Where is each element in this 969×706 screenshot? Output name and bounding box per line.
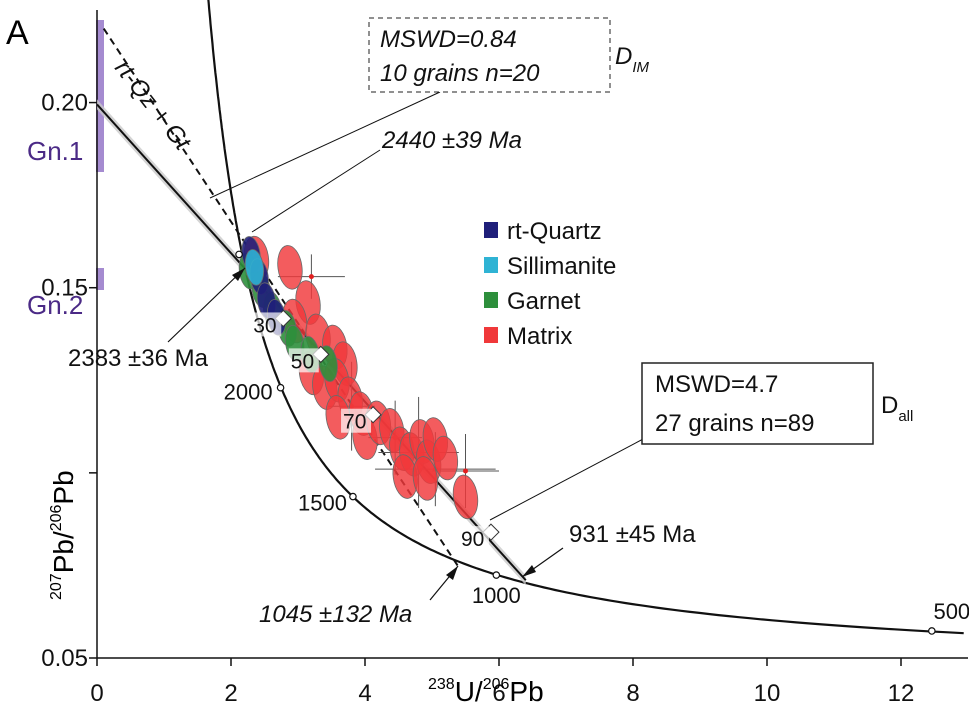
error-bar-center <box>308 274 314 280</box>
data-ellipse-matrix <box>452 474 479 520</box>
y-title-sup2: 206 <box>48 504 65 531</box>
y-axis-title: 207Pb/206Pb <box>48 470 79 600</box>
legend: rt-Quartz Sillimanite Garnet Matrix <box>484 218 616 350</box>
leader-upper-dashed <box>251 149 381 233</box>
legend-label: Sillimanite <box>507 253 616 280</box>
legend-label: Matrix <box>507 323 572 350</box>
x-tick-label: 10 <box>754 680 781 706</box>
arrow-head <box>232 268 245 281</box>
legend-label: Garnet <box>507 288 581 315</box>
x-tick-label: 0 <box>90 680 103 706</box>
legend-swatch <box>484 222 498 238</box>
x-axis-title: 238U/206Pb <box>428 676 544 706</box>
intercept-upper-dashed-label: 2440 ±39 Ma <box>381 127 522 154</box>
y-title-sup1: 207 <box>48 573 65 600</box>
d-all-tag: Dall <box>881 392 913 425</box>
upper-intercept-marker <box>235 250 243 259</box>
legend-swatch <box>484 292 498 308</box>
x-title-sup2: 206 <box>483 676 510 693</box>
legend-swatch <box>484 327 498 343</box>
mixing-label: 50 <box>291 350 314 373</box>
concordia-age-marker <box>276 383 285 392</box>
x-title-main1: U/ <box>455 676 483 706</box>
mswd-all-line1: MSWD=4.7 <box>655 371 778 398</box>
concordia-age-marker <box>928 627 936 635</box>
legend-swatch <box>484 257 498 273</box>
d-all-letter: D <box>881 392 898 419</box>
panel-label: A <box>6 14 29 52</box>
y-tick-label: 0.05 <box>41 645 88 672</box>
gn2-label: Gn.2 <box>27 290 83 320</box>
mixing-label-bg <box>288 348 319 373</box>
concordia-age-label: 500 <box>933 599 969 624</box>
x-tick-label: 6 <box>492 680 505 706</box>
d-im-tag: DIM <box>615 43 650 76</box>
data-ellipse-matrix <box>277 245 303 290</box>
y-title-main2: Pb <box>48 470 79 504</box>
concordia-age-marker <box>349 492 357 501</box>
mswd-im-line2: 10 grains n=20 <box>380 60 540 87</box>
leader-mswd-all <box>489 437 646 521</box>
intercept-lower-solid-label: 931 ±45 Ma <box>569 521 696 548</box>
arrow-upper-solid <box>167 267 246 343</box>
concordia-age-label: 1500 <box>298 491 347 516</box>
mswd-all-line2: 27 grains n=89 <box>655 410 814 437</box>
leader-mswd-im <box>209 91 441 199</box>
data-ellipse-matrix <box>432 435 459 481</box>
concordia-age-label: 1000 <box>472 583 521 608</box>
x-tick-label: 2 <box>224 680 237 706</box>
intercept-lower-dashed-label: 1045 ±132 Ma <box>259 601 412 628</box>
intercept-upper-solid-label: 2383 ±36 Ma <box>68 345 209 372</box>
mixing-label-bg <box>458 526 489 551</box>
gn1-label: Gn.1 <box>27 136 83 166</box>
mixing-label-bg <box>251 312 282 337</box>
arrow-head <box>446 566 458 580</box>
legend-label: rt-Quartz <box>507 218 602 245</box>
data-ellipse-sillimanite <box>244 249 265 286</box>
data-ellipse-matrix <box>412 456 438 501</box>
mixing-label: 30 <box>253 314 276 337</box>
gn2-range-bar <box>96 268 104 290</box>
x-title-main2: Pb <box>509 676 543 706</box>
mswd-all-box <box>641 362 874 445</box>
y-title-main1: Pb/ <box>48 531 79 573</box>
y-tick-label: 0.15 <box>41 275 88 302</box>
error-bar-center <box>463 468 468 474</box>
x-tick-label: 4 <box>358 680 371 706</box>
x-title-sup1: 238 <box>428 676 455 693</box>
mixing-label-bg <box>341 408 372 433</box>
d-im-letter: D <box>615 43 632 70</box>
concordia-age-marker <box>492 571 501 579</box>
gn1-range-bar <box>96 20 104 172</box>
mswd-im-line1: MSWD=0.84 <box>380 26 517 53</box>
d-im-subscript: IM <box>632 59 649 76</box>
mswd-im-box <box>368 17 611 93</box>
x-tick-label: 12 <box>888 680 915 706</box>
axes: 0 2 4 6 8 10 12 0.05 0.15 0.20 <box>41 10 968 706</box>
mixing-label: 90 <box>461 528 484 551</box>
arrow-head <box>522 565 536 577</box>
x-tick-label: 8 <box>626 680 639 706</box>
d-all-subscript: all <box>898 408 913 425</box>
y-tick-label: 0.20 <box>41 90 88 117</box>
mixing-label: 70 <box>343 411 366 434</box>
concordia-age-label: 2000 <box>224 380 273 405</box>
dashed-line-label: rt-Qz + Gt <box>109 55 196 156</box>
concordia-curve <box>207 0 964 635</box>
